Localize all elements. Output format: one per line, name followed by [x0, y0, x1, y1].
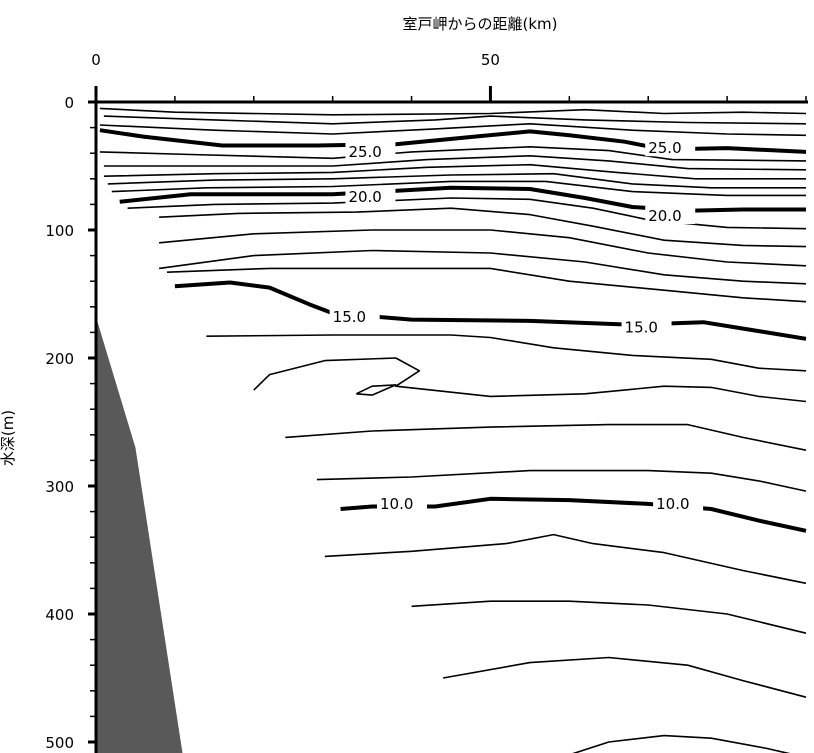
isotherm-line [103, 115, 807, 125]
isotherm-line [99, 107, 807, 116]
contour-label-background [645, 206, 696, 225]
isotherm-line [355, 384, 397, 396]
isotherm-line [572, 734, 791, 753]
x-tick-label: 50 [481, 51, 500, 69]
isotherm-line [316, 469, 807, 492]
y-tick-label: 0 [64, 94, 74, 112]
contour-label: 25.0 [648, 139, 681, 157]
isotherm-line [103, 155, 807, 171]
seabed-layer [96, 317, 183, 753]
isotherm-line [127, 197, 807, 230]
isotherm-line [253, 357, 807, 403]
isotherm-line [324, 533, 807, 585]
x-axis-title: 室戸岬からの距離(km) [402, 15, 557, 33]
isotherm-line [159, 229, 807, 267]
y-axis-title: 水深(m) [0, 410, 17, 466]
contour-label-background [653, 494, 704, 513]
isotherm-line [166, 267, 807, 303]
contour-label-layer: 25.0 25.0 20.0 20.0 15.0 15.0 10.0 10.0 [329, 138, 704, 513]
contour-label: 25.0 [348, 143, 381, 161]
isotherm-line [159, 207, 807, 248]
y-tick-label: 400 [45, 606, 74, 624]
isotherm-line [206, 334, 807, 372]
contour-label: 10.0 [656, 495, 689, 513]
isotherm-line [99, 146, 807, 162]
contour-label: 20.0 [648, 207, 681, 225]
contour-label: 15.0 [625, 318, 658, 336]
isotherm-line [107, 172, 806, 189]
contour-label-background [621, 317, 672, 336]
y-tick-label: 500 [45, 734, 74, 752]
isotherm-line [103, 163, 806, 180]
y-tick-label: 300 [45, 478, 74, 496]
seabed [96, 317, 183, 753]
isotherm-20.0 [119, 185, 806, 213]
isotherm-line [411, 600, 807, 634]
contour-label-background [377, 494, 427, 513]
contour-layer [99, 107, 807, 753]
contour-label-background [345, 142, 396, 161]
contour-label-background [329, 307, 380, 326]
isotherm-line [99, 123, 807, 137]
isotherm-line [285, 423, 807, 451]
contour-label-background [645, 138, 696, 157]
contour-label: 15.0 [333, 308, 366, 326]
contour-label-background [345, 186, 396, 205]
y-tick-label: 100 [45, 222, 74, 240]
y-tick-label: 200 [45, 350, 74, 368]
isotherm-line [158, 249, 807, 285]
x-tick-label: 0 [91, 51, 101, 69]
contour-label: 20.0 [348, 188, 381, 206]
contour-label: 10.0 [380, 495, 413, 513]
isotherm-line [111, 180, 806, 197]
isotherm-line [442, 656, 807, 698]
isotherm-15.0 [174, 280, 807, 341]
